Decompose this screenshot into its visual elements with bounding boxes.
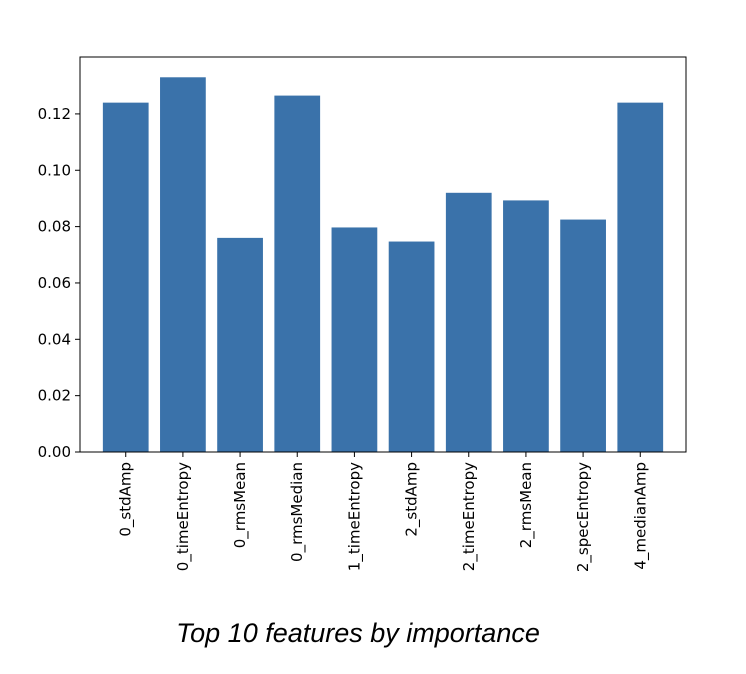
bar-1_timeEntropy (331, 227, 378, 452)
y-tick-label: 0.12 (38, 105, 71, 123)
x-tick-label: 2_timeEntropy (460, 462, 479, 571)
bar-0_timeEntropy (160, 77, 206, 452)
x-tick-label: 2_stdAmp (403, 462, 422, 537)
y-tick-label: 0.06 (38, 274, 71, 292)
x-tick-label: 0_timeEntropy (174, 462, 193, 571)
bar-0_stdAmp (102, 102, 149, 452)
bar-4_medianAmp (617, 102, 664, 452)
y-tick-label: 0.08 (38, 218, 71, 236)
x-tick-label: 0_rmsMean (231, 462, 250, 548)
y-tick-label: 0.10 (38, 161, 71, 179)
bars-group (102, 77, 664, 452)
y-tick-label: 0.04 (38, 330, 71, 348)
x-axis: 0_stdAmp 0_timeEntropy 0_rmsMean 0_rmsMedia… (117, 452, 650, 572)
x-tick-label: 1_timeEntropy (345, 462, 364, 571)
bar-0_rmsMean (217, 237, 263, 452)
x-tick-label: 0_stdAmp (117, 462, 136, 537)
x-tick-label: 0_rmsMedian (288, 462, 307, 562)
y-tick-label: 0.02 (38, 387, 71, 405)
bar-2_timeEntropy (445, 192, 492, 452)
bar-2_stdAmp (388, 241, 435, 452)
bar-2_rmsMean (503, 200, 549, 452)
bar-0_rmsMedian (274, 95, 321, 452)
x-tick-label: 4_medianAmp (631, 462, 650, 570)
figure-caption: Top 10 features by importance (176, 618, 540, 648)
x-tick-label: 2_rmsMean (517, 462, 536, 548)
y-tick-label: 0.00 (38, 443, 71, 461)
plot-frame (79, 56, 687, 453)
bar-2_specEntropy (560, 219, 606, 452)
x-tick-label: 2_specEntropy (574, 462, 593, 572)
y-axis: 0.00 0.02 0.04 0.06 0.08 0.10 0.12 (38, 105, 80, 461)
